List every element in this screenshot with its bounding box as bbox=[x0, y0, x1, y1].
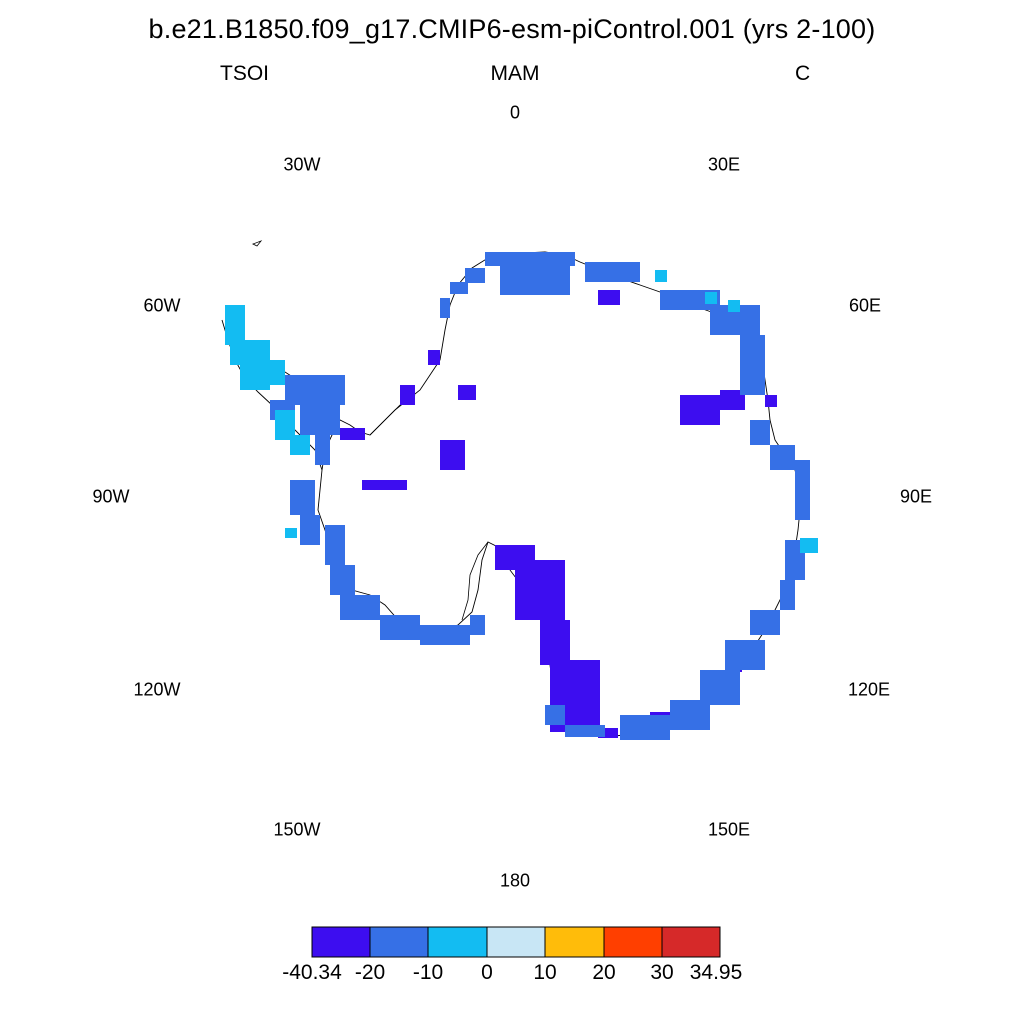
colorbar-label-min: -40.34 bbox=[282, 961, 342, 984]
variable-label: TSOI bbox=[220, 62, 270, 85]
lon-label-150w: 150W bbox=[273, 819, 321, 840]
colorbar-label-10: 10 bbox=[533, 961, 557, 984]
plot-title: b.e21.B1850.f09_g17.CMIP6-esm-piControl.… bbox=[148, 14, 876, 44]
cells-minus10-to-0 bbox=[225, 270, 818, 553]
lon-label-120w: 120W bbox=[133, 679, 181, 700]
lon-label-120e: 120E bbox=[847, 679, 891, 700]
colorbar-label-20: 20 bbox=[592, 961, 616, 984]
colorbar-label-30: 30 bbox=[650, 961, 674, 984]
units-label: C bbox=[795, 62, 811, 85]
lon-label-180: 180 bbox=[499, 870, 531, 891]
lon-label-90e: 90E bbox=[899, 486, 933, 507]
lon-label-30e: 30E bbox=[707, 154, 741, 175]
lon-label-0: 0 bbox=[509, 102, 521, 123]
colorbar-label-max: 34.95 bbox=[689, 961, 743, 984]
season-label: MAM bbox=[490, 62, 540, 85]
colorbar-label-minus10: -10 bbox=[412, 961, 444, 984]
lon-label-60w: 60W bbox=[143, 295, 181, 316]
lon-label-150e: 150E bbox=[707, 819, 751, 840]
island-outline bbox=[252, 240, 263, 247]
colorbar-label-minus20: -20 bbox=[354, 961, 386, 984]
lon-label-30w: 30W bbox=[283, 154, 321, 175]
cells-minus20-to-minus10 bbox=[270, 252, 810, 740]
lon-label-60e: 60E bbox=[848, 295, 882, 316]
colorbar-label-0: 0 bbox=[481, 961, 493, 984]
lon-label-90w: 90W bbox=[92, 486, 130, 507]
